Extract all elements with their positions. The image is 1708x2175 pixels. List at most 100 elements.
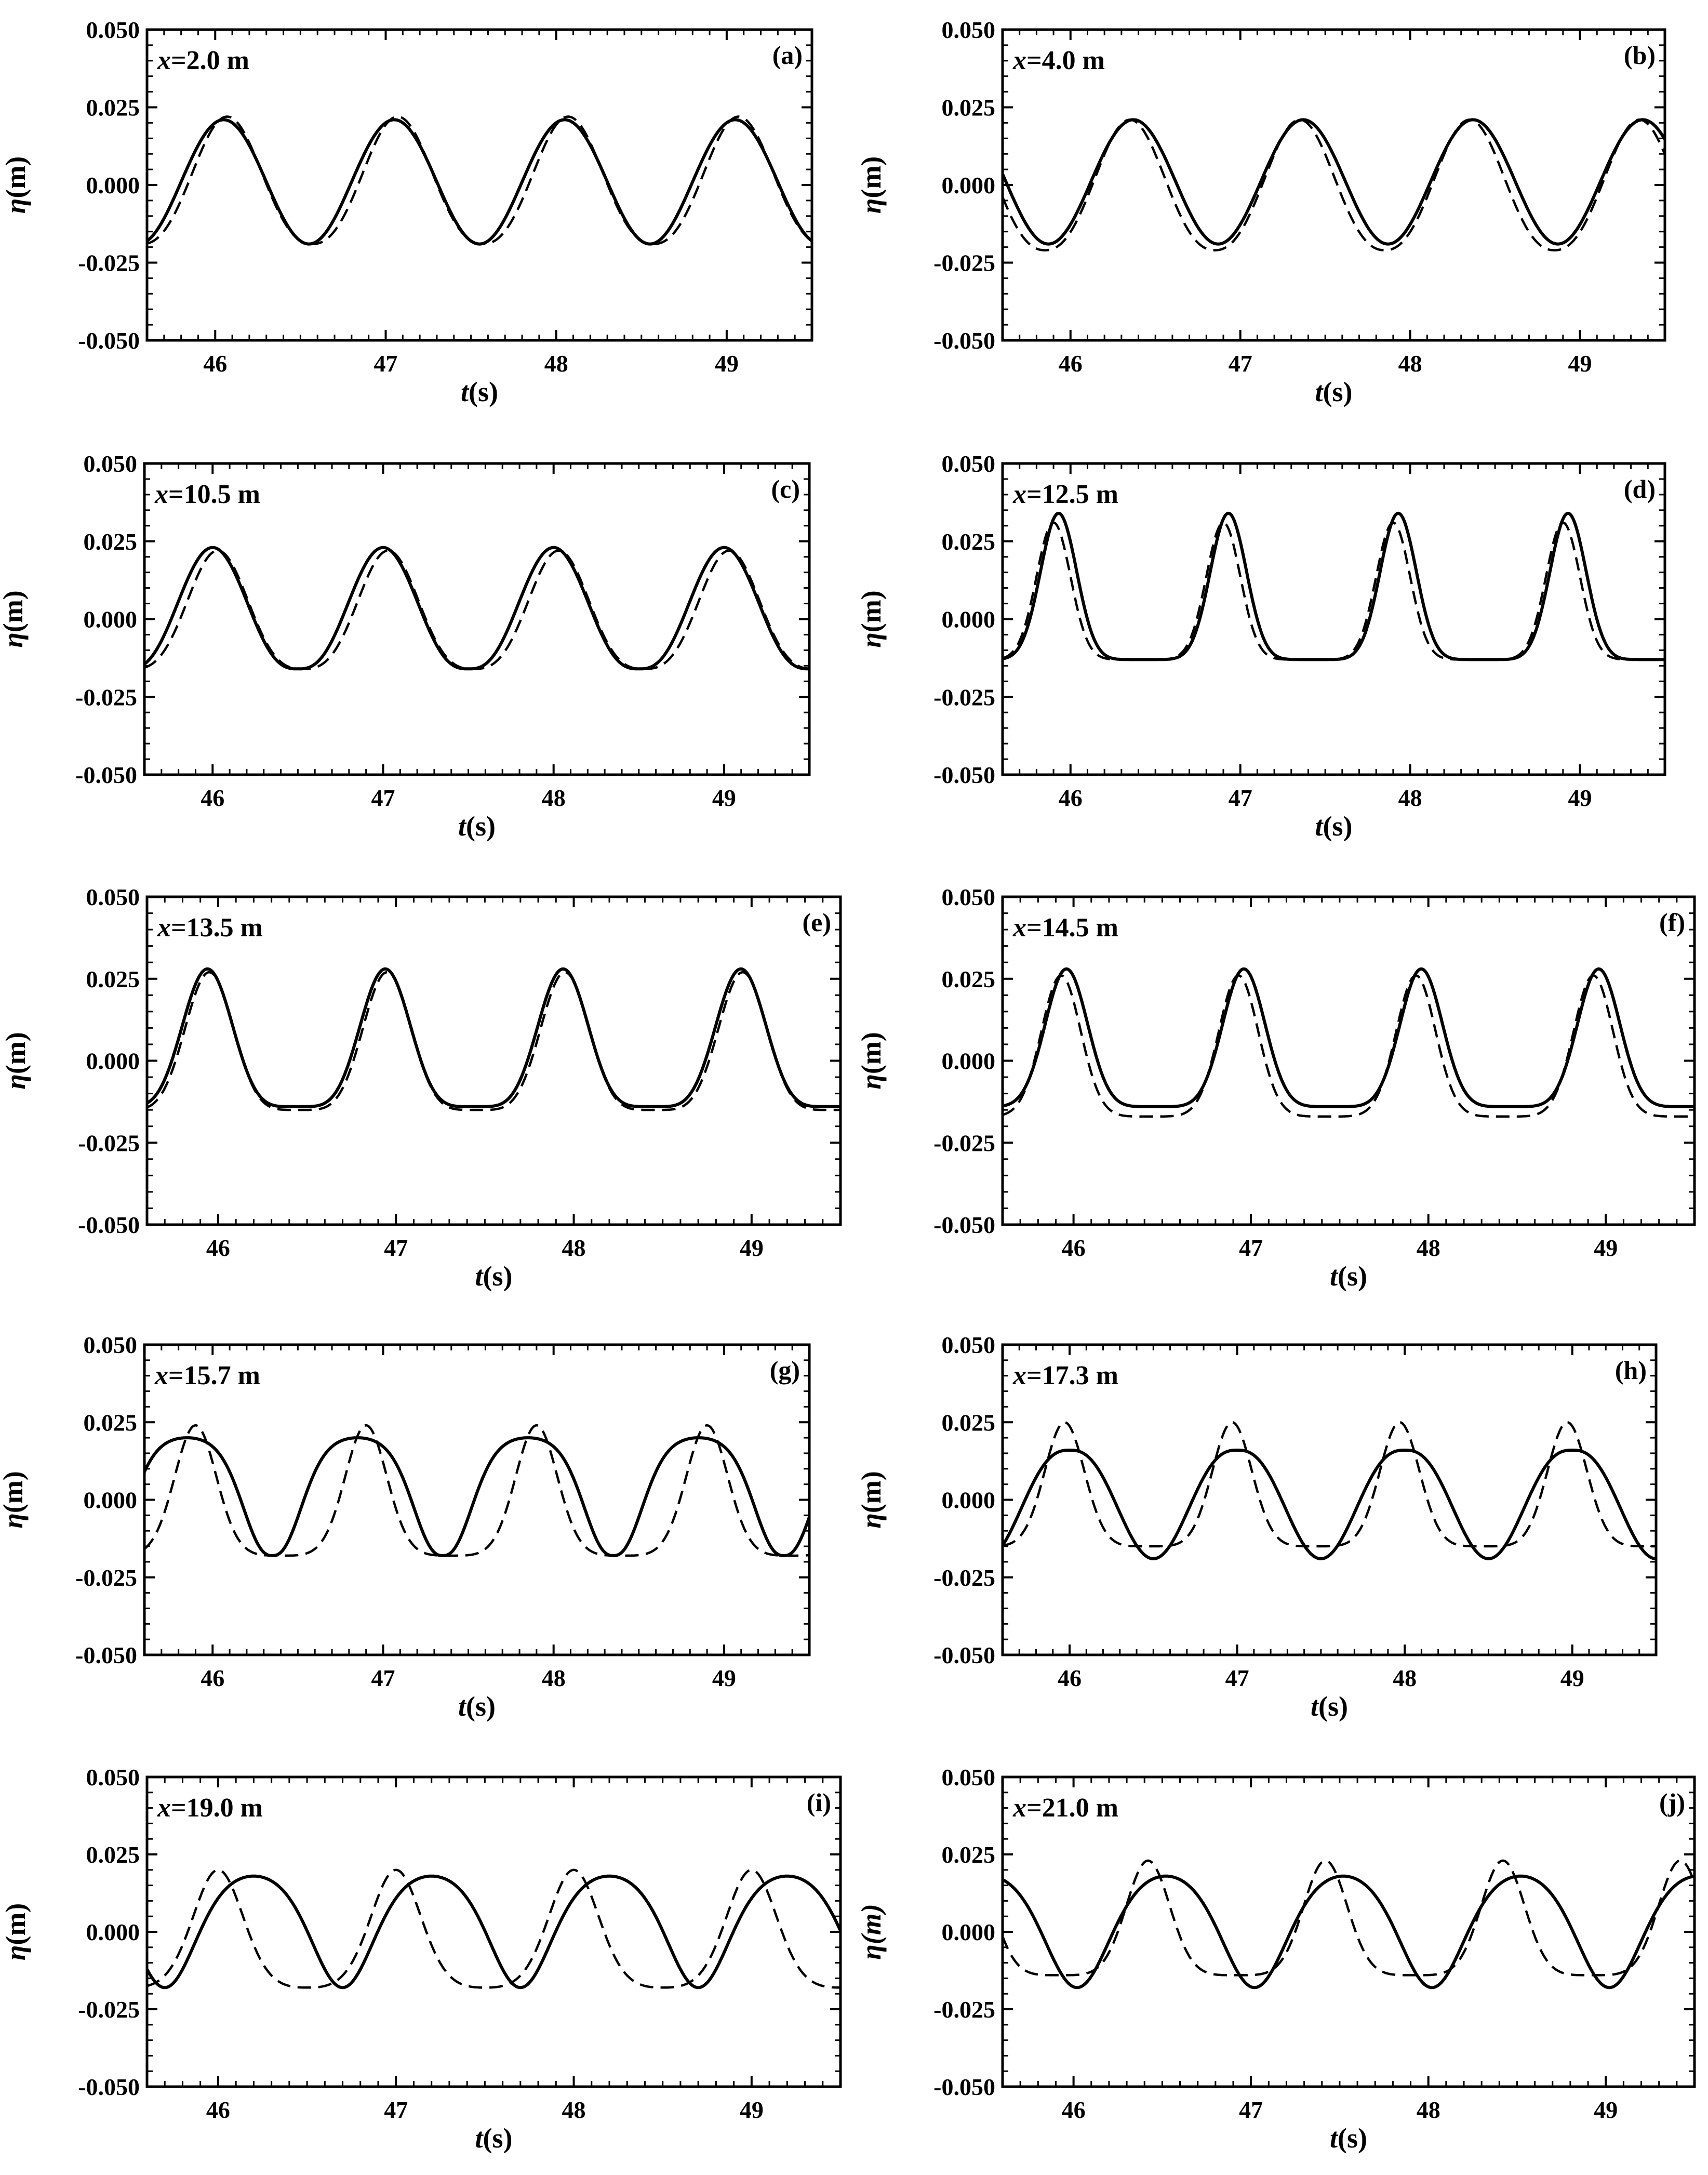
gauge-position-label: x=4.0 m <box>1012 46 1105 75</box>
gauge-position-label: x=13.5 m <box>157 913 263 943</box>
y-tick-label: 0.000 <box>942 172 996 198</box>
series-line-dashed <box>1003 521 1665 661</box>
y-axis-label: η(m) <box>0 1903 31 1961</box>
x-tick-label: 49 <box>1560 1665 1584 1691</box>
y-tick-label: -0.025 <box>933 1564 995 1591</box>
x-tick-label: 46 <box>1058 1665 1082 1691</box>
panel-j: 0.050 0.025 0.000 -0.025 -0.050 46 47 48 49 t(s) η… <box>856 1764 1696 2154</box>
gauge-position-value: =21.0 m <box>1026 1793 1118 1823</box>
y-tick-label: -0.050 <box>78 327 140 354</box>
gauge-position-value: =19.0 m <box>171 1793 263 1823</box>
y-tick-label: 0.025 <box>942 1841 996 1868</box>
series-line-solid <box>1003 967 1694 1108</box>
x-axis-label: t(s) <box>458 1691 496 1722</box>
plot-frame <box>143 1343 811 1656</box>
x-axis-label: t(s) <box>1330 2123 1367 2154</box>
panel-d: 0.050 0.025 0.000 -0.025 -0.050 46 47 48 49 t(s) η… <box>856 450 1666 842</box>
y-axis-var: η <box>856 632 887 648</box>
series-line-dashed <box>147 971 840 1111</box>
x-axis-label: t(s) <box>1330 1261 1367 1292</box>
y-tick-label: -0.050 <box>933 1642 995 1668</box>
y-axis-label: η(m) <box>856 156 887 214</box>
x-axis-var: t <box>1330 1261 1339 1292</box>
x-tick-label: 47 <box>1229 785 1252 811</box>
y-tick-label: 0.050 <box>942 450 996 477</box>
y-axis-unit: (m) <box>856 156 887 198</box>
gauge-position-var: x <box>1012 480 1026 509</box>
x-axis-var: t <box>1311 1691 1319 1722</box>
y-axis-label: η(m) <box>0 1032 31 1090</box>
panel-e: 0.050 0.025 0.000 -0.025 -0.050 46 47 48 49 t(s) η… <box>0 884 842 1292</box>
y-tick-label: -0.050 <box>75 762 137 788</box>
y-tick-label: -0.025 <box>933 1130 995 1156</box>
x-axis-unit: (s) <box>1318 1691 1348 1722</box>
x-tick-label: 49 <box>1568 785 1592 811</box>
series-line-dashed <box>1003 1421 1656 1548</box>
x-axis-var: t <box>1315 811 1324 842</box>
x-tick-label: 49 <box>715 350 739 377</box>
panel-letter: (h) <box>1615 1356 1647 1385</box>
y-tick-label: 0.025 <box>942 95 996 121</box>
x-tick-label: 46 <box>203 350 227 377</box>
series-line-solid <box>1003 1874 1694 1990</box>
gauge-position-label: x=2.0 m <box>157 46 249 75</box>
series-line-solid <box>1003 118 1665 246</box>
gauge-position-label: x=14.5 m <box>1012 913 1118 943</box>
y-axis-var: η <box>856 1944 887 1960</box>
y-tick-label: 0.050 <box>942 1764 996 1791</box>
series-line-dashed <box>1003 974 1694 1118</box>
x-axis-label: t(s) <box>1315 811 1353 842</box>
y-tick-label: 0.050 <box>84 450 138 477</box>
x-axis-var: t <box>458 1691 467 1722</box>
plot-frame <box>143 462 811 776</box>
y-tick-label: 0.050 <box>942 1332 996 1358</box>
y-tick-label: 0.050 <box>86 1764 140 1791</box>
gauge-position-var: x <box>157 913 171 943</box>
y-tick-label: 0.000 <box>84 1487 138 1514</box>
series-line-dashed <box>147 1868 840 1989</box>
gauge-position-var: x <box>1012 1793 1026 1823</box>
gauge-position-label: x=12.5 m <box>1012 480 1118 509</box>
x-axis-unit: (s) <box>1338 2123 1367 2154</box>
x-tick-label: 46 <box>201 1665 224 1691</box>
x-axis-label: t(s) <box>461 376 498 407</box>
panel-letter: (c) <box>771 474 800 503</box>
y-tick-label: 0.000 <box>942 606 996 633</box>
x-axis-var: t <box>1330 2123 1339 2154</box>
plot-frame <box>145 28 813 342</box>
y-axis-label: η(m) <box>856 1032 887 1090</box>
series-line-dashed <box>1003 1859 1694 1977</box>
series-line-dashed <box>144 549 809 670</box>
x-tick-label: 47 <box>1239 1235 1263 1261</box>
y-tick-label: 0.000 <box>84 606 138 633</box>
y-tick-label: -0.050 <box>933 1212 995 1238</box>
x-tick-label: 48 <box>562 2097 586 2123</box>
y-tick-label: -0.050 <box>75 1642 137 1668</box>
y-tick-label: 0.025 <box>86 95 140 121</box>
y-tick-label: -0.025 <box>75 684 137 710</box>
x-tick-label: 48 <box>1417 2097 1440 2123</box>
series-line-solid <box>147 1874 840 1990</box>
x-tick-label: 47 <box>1225 1665 1249 1691</box>
y-axis-label: η(m) <box>856 590 887 648</box>
panel-c: 0.050 0.025 0.000 -0.025 -0.050 46 47 48 49 t(s) η… <box>0 450 811 842</box>
y-axis-var: η <box>856 1513 887 1529</box>
y-axis-unit: (m) <box>0 1032 31 1074</box>
y-tick-label: -0.025 <box>933 250 995 276</box>
x-tick-label: 47 <box>371 1665 395 1691</box>
x-axis-label: t(s) <box>1315 376 1353 407</box>
gauge-position-value: =17.3 m <box>1026 1361 1118 1390</box>
y-tick-label: 0.025 <box>86 966 140 992</box>
panel-letter: (j) <box>1659 1788 1685 1817</box>
plot-frame <box>145 895 842 1226</box>
gauge-position-label: x=17.3 m <box>1012 1361 1118 1390</box>
x-tick-label: 48 <box>1398 350 1422 377</box>
x-axis-unit: (s) <box>1338 1261 1367 1292</box>
panel-h: 0.050 0.025 0.000 -0.025 -0.050 46 47 48 49 t(s) η… <box>856 1332 1658 1722</box>
gauge-position-var: x <box>154 1361 168 1390</box>
panel-letter: (i) <box>807 1788 831 1817</box>
y-axis-unit: (m) <box>0 1471 29 1513</box>
x-tick-label: 48 <box>1417 1235 1440 1261</box>
y-tick-label: 0.025 <box>84 528 138 555</box>
gauge-position-var: x <box>157 1793 171 1823</box>
